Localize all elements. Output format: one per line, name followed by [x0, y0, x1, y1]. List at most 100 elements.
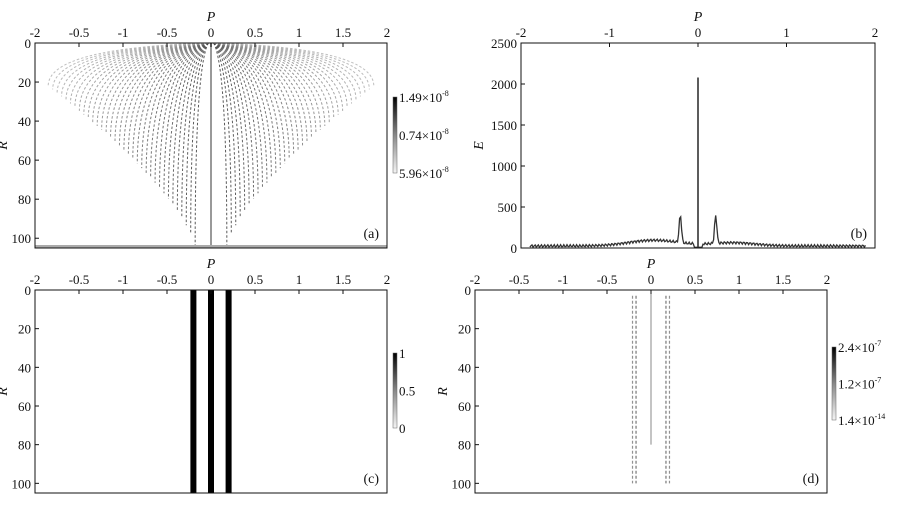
plot-area — [35, 43, 387, 248]
y-tick-label: 100 — [12, 231, 32, 246]
colorbar-label: 1.2×10-7 — [838, 376, 881, 392]
y-tick-label: 20 — [458, 322, 471, 337]
heatmap-arc — [213, 43, 335, 119]
heatmap-arc — [185, 43, 209, 226]
x-tick-label: 1.5 — [335, 25, 351, 40]
colorbar-label: 1.49×10-8 — [399, 89, 449, 105]
heatmap-arc — [213, 43, 272, 178]
panel-label: (b) — [851, 227, 868, 242]
heatmap-arc — [163, 43, 209, 194]
heatmap-arc — [190, 43, 209, 234]
colorbar — [831, 346, 837, 421]
y-tick-label: 2000 — [491, 77, 517, 92]
y-tick-label: 80 — [458, 438, 471, 453]
colorbar-label: 5.96×10-8 — [399, 165, 449, 181]
panel-label: (c) — [363, 472, 379, 487]
colorbar-exponent: -8 — [442, 89, 449, 98]
heatmap-arc — [213, 43, 286, 164]
colorbar — [392, 352, 398, 429]
y-tick-label: 80 — [18, 438, 31, 453]
x-tick-label: -1 — [118, 25, 129, 40]
x-tick-label: 1.5 — [775, 272, 791, 287]
y-axis-label: E — [472, 141, 487, 151]
x-tick-label: 1.5 — [335, 272, 351, 287]
heatmap-arc — [213, 43, 250, 205]
y-tick-label: 0 — [465, 283, 472, 298]
heatmap-arc — [52, 43, 209, 90]
heatmap-bar — [225, 290, 232, 493]
heatmap-arc — [213, 43, 263, 188]
colorbar-mantissa: 1.49×10 — [399, 90, 442, 105]
x-tick-label: 2 — [384, 25, 391, 40]
y-tick-label: 500 — [498, 200, 518, 215]
heatmap-arc — [92, 43, 209, 123]
heatmap-arc — [150, 43, 209, 178]
x-tick-label: 0.5 — [687, 272, 703, 287]
x-tick-label: -1 — [118, 272, 129, 287]
x-axis-label: P — [646, 257, 656, 272]
y-tick-label: 40 — [18, 360, 31, 375]
panel-a: -2-0.5-1-0.500.511.52P020406080100R(a)1.… — [0, 10, 449, 249]
heatmap-arc — [213, 43, 353, 104]
colorbar-exponent: -8 — [442, 165, 449, 174]
heatmap-arc — [213, 43, 330, 123]
x-tick-label: 2 — [872, 25, 879, 40]
y-tick-label: 100 — [452, 476, 472, 491]
heatmap-arc — [172, 43, 209, 205]
x-tick-label: 0.5 — [247, 272, 263, 287]
heatmap-arc — [213, 43, 241, 218]
heatmap-arc — [141, 43, 209, 169]
y-tick-label: 40 — [458, 360, 471, 375]
x-tick-label: -2 — [30, 25, 41, 40]
x-tick-label: -0.5 — [597, 272, 618, 287]
panel-label: (d) — [803, 472, 820, 487]
heatmap-arc — [132, 43, 209, 160]
y-tick-label: 2500 — [491, 36, 517, 51]
heatmap-arc — [96, 43, 209, 126]
x-tick-label: -0.5 — [157, 25, 178, 40]
colorbar-mantissa: 2.4×10 — [838, 340, 875, 355]
colorbar-mantissa: 1.4×10 — [838, 413, 875, 428]
heatmap-arc — [213, 43, 259, 194]
x-tick-label: 1 — [783, 25, 790, 40]
x-tick-label: -2 — [516, 25, 527, 40]
x-tick-label: 2 — [824, 272, 831, 287]
plot-area — [190, 290, 232, 493]
colorbar-mantissa: 0.74×10 — [399, 128, 442, 143]
colorbar-exponent: -14 — [875, 412, 886, 421]
x-tick-label: -0.5 — [69, 25, 90, 40]
y-axis-label: R — [436, 387, 451, 397]
heatmap-arc — [181, 43, 209, 218]
colorbar-exponent: -7 — [875, 339, 882, 348]
x-tick-label: 0.5 — [247, 25, 263, 40]
y-tick-label: 1500 — [491, 118, 517, 133]
y-tick-label: 20 — [18, 322, 31, 337]
heatmap-arc — [213, 43, 268, 183]
heatmap-arc — [118, 43, 209, 147]
heatmap-arc — [159, 43, 209, 188]
y-tick-label: 20 — [18, 75, 31, 90]
colorbar — [392, 96, 398, 174]
x-tick-label: -1 — [558, 272, 569, 287]
heatmap-arc — [213, 43, 246, 212]
y-axis-label: R — [0, 387, 11, 397]
heatmap-arc — [154, 43, 209, 183]
x-tick-label: -2 — [470, 272, 481, 287]
heatmap-arc — [127, 43, 209, 155]
y-tick-label: 80 — [18, 192, 31, 207]
heatmap-arc — [123, 43, 209, 151]
y-axis-label: R — [0, 141, 11, 151]
heatmap-arc — [213, 43, 237, 226]
x-axis-label: P — [206, 10, 216, 25]
x-tick-label: 0 — [208, 25, 215, 40]
colorbar-exponent: -8 — [442, 127, 449, 136]
heatmap-arc — [213, 43, 255, 199]
colorbar-mantissa: 5.96×10 — [399, 166, 442, 181]
x-tick-label: 2 — [384, 272, 391, 287]
heatmap-arc — [194, 43, 209, 248]
y-tick-label: 60 — [18, 399, 31, 414]
heatmap-arc — [213, 43, 317, 134]
heatmap-arc — [136, 43, 209, 164]
